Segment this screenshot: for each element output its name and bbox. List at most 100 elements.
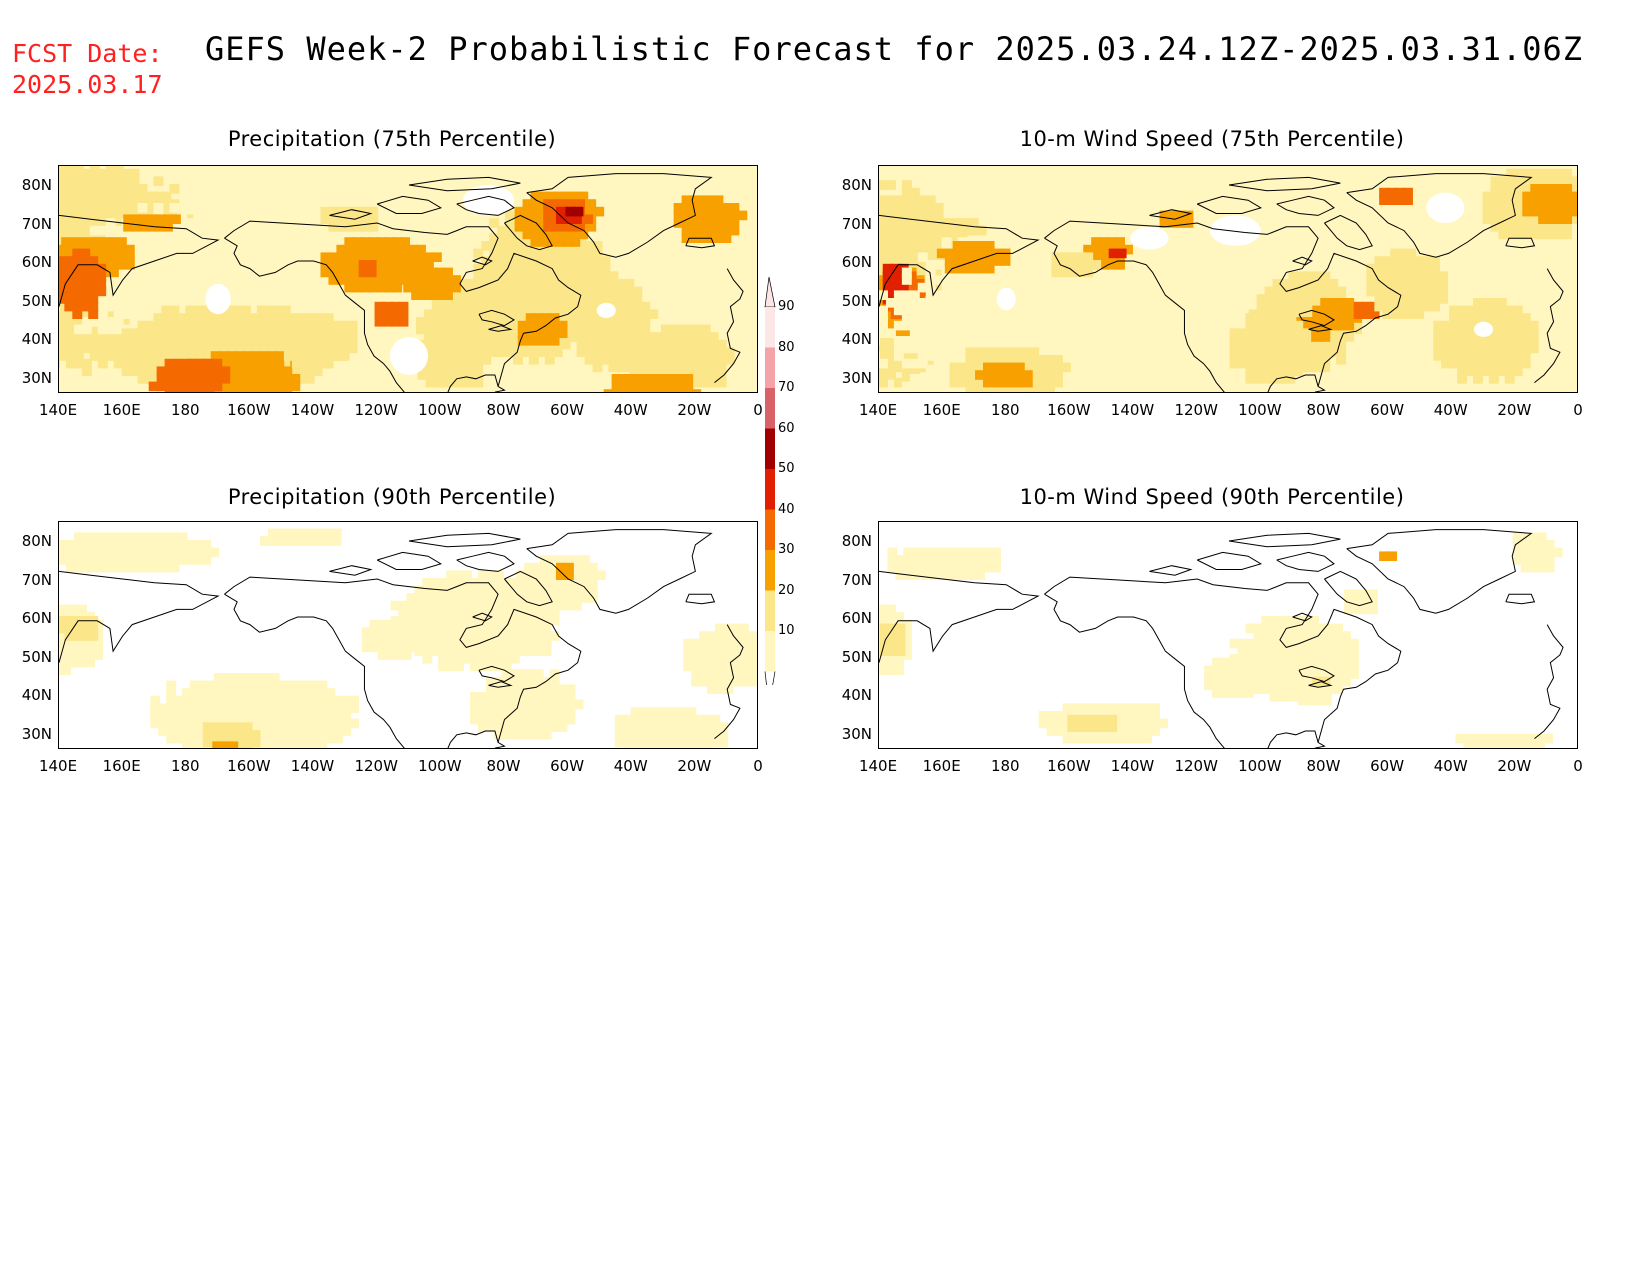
probability-cell xyxy=(376,260,387,270)
probability-cell xyxy=(96,286,107,297)
probability-cell xyxy=(925,381,936,392)
probability-cell xyxy=(686,301,697,312)
probability-cell xyxy=(129,294,140,304)
probability-cell xyxy=(495,355,506,365)
probability-cell xyxy=(622,263,633,274)
probability-cell xyxy=(209,187,220,198)
probability-cell xyxy=(463,286,474,297)
probability-cell xyxy=(933,351,944,361)
probability-cell xyxy=(632,339,643,350)
probability-cell xyxy=(368,187,379,198)
probability-cell xyxy=(710,309,721,319)
probability-cell xyxy=(505,347,515,357)
probability-cell xyxy=(283,336,294,346)
probability-cell xyxy=(59,328,68,338)
probability-cell xyxy=(528,286,539,297)
probability-cell xyxy=(568,309,579,319)
probability-cell xyxy=(660,324,671,335)
probability-cell xyxy=(272,271,283,281)
probability-cell xyxy=(925,282,936,293)
probability-cell xyxy=(248,328,259,338)
probability-cell xyxy=(909,241,920,251)
probability-cell xyxy=(893,298,904,308)
probability-cell xyxy=(89,168,100,179)
probability-cell xyxy=(97,336,108,346)
probability-cell xyxy=(240,313,251,323)
probability-cell xyxy=(549,336,560,346)
probability-cell xyxy=(169,286,180,297)
probability-cell xyxy=(536,294,547,304)
probability-cell xyxy=(153,256,164,266)
probability-cell xyxy=(614,256,625,266)
probability-cell xyxy=(624,355,635,365)
probability-cell xyxy=(423,324,434,335)
probability-cell xyxy=(638,241,649,251)
probability-cell xyxy=(668,324,679,335)
probability-cell xyxy=(505,210,515,221)
probability-cell xyxy=(471,241,482,251)
probability-cell xyxy=(360,294,371,304)
probability-cell xyxy=(234,374,245,384)
probability-cell xyxy=(630,256,641,266)
probability-cell xyxy=(73,214,84,224)
probability-cell xyxy=(600,324,611,335)
probability-cell xyxy=(670,263,681,274)
probability-cell xyxy=(527,362,538,373)
probability-cell xyxy=(497,271,508,281)
probability-cell xyxy=(562,237,573,247)
probability-cell xyxy=(638,279,649,289)
probability-cell xyxy=(392,195,403,205)
probability-cell xyxy=(729,210,740,221)
probability-cell xyxy=(646,317,657,327)
probability-cell xyxy=(376,362,387,373)
probability-cell xyxy=(177,263,188,274)
probability-cell xyxy=(535,355,546,365)
probability-cell xyxy=(65,313,76,323)
probability-cell xyxy=(384,355,395,365)
probability-cell xyxy=(352,187,363,198)
probability-cell xyxy=(137,309,148,319)
probability-cell xyxy=(678,294,689,304)
probability-cell xyxy=(97,206,108,217)
probability-cell xyxy=(949,290,960,300)
probability-cell xyxy=(304,286,315,297)
probability-cell xyxy=(59,214,68,224)
low-probability-area xyxy=(205,283,231,315)
probability-cell xyxy=(81,358,92,369)
probability-cell xyxy=(455,203,466,213)
probability-cell xyxy=(662,309,673,319)
probability-cell xyxy=(177,233,188,243)
probability-cell xyxy=(600,263,611,274)
probability-cell xyxy=(901,195,912,205)
probability-cell xyxy=(339,336,350,346)
probability-cell xyxy=(137,343,148,354)
probability-cell xyxy=(264,305,275,316)
probability-cell xyxy=(584,339,595,350)
probability-cell xyxy=(710,279,721,289)
probability-cell xyxy=(724,355,735,365)
probability-cell xyxy=(392,237,403,247)
probability-cell xyxy=(431,187,442,198)
probability-cell xyxy=(533,328,544,338)
probability-cell xyxy=(288,271,299,281)
probability-cell xyxy=(376,370,387,380)
probability-cell xyxy=(522,229,533,240)
probability-cell xyxy=(376,377,387,388)
probability-cell xyxy=(196,366,207,376)
probability-cell xyxy=(729,225,740,236)
probability-cell xyxy=(256,294,267,304)
probability-cell xyxy=(153,279,164,289)
probability-cell xyxy=(560,301,571,312)
probability-cell xyxy=(233,248,243,259)
probability-cell xyxy=(352,362,363,373)
probability-cell xyxy=(384,282,395,293)
probability-cell xyxy=(234,381,245,392)
probability-cell xyxy=(153,328,164,338)
probability-cell xyxy=(164,366,175,376)
probability-cell xyxy=(336,180,347,190)
probability-cell xyxy=(933,260,944,270)
probability-cell xyxy=(180,358,191,369)
probability-cell xyxy=(705,210,716,221)
probability-cell xyxy=(368,237,379,247)
probability-cell xyxy=(65,336,76,346)
